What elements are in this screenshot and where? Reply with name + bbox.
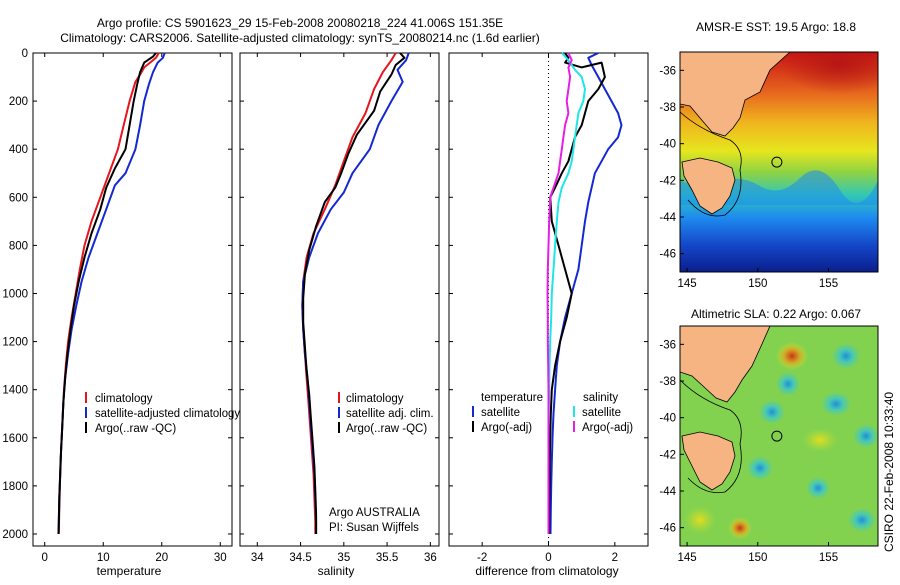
sla-map bbox=[680, 326, 878, 546]
sst-mainland bbox=[680, 52, 791, 137]
y-tick-label: 1200 bbox=[2, 337, 28, 349]
y-tick-label: 0 bbox=[22, 48, 28, 60]
x-tick-label: 34.5 bbox=[289, 552, 311, 564]
x-tick-label: 36 bbox=[424, 552, 437, 564]
timestamp-label: CSIRO 22-Feb-2008 10:33:40 bbox=[882, 392, 896, 552]
sla-anomaly bbox=[821, 392, 851, 416]
sst-warm-core bbox=[780, 52, 878, 94]
x-tick-label: 0 bbox=[545, 552, 551, 564]
legend-label-argo-sal: Argo(-adj) bbox=[582, 422, 633, 434]
map-y-tick-label: -40 bbox=[659, 139, 676, 151]
sst-map-title: AMSR-E SST: 19.5 Argo: 18.8 bbox=[696, 20, 856, 34]
salinity-axes bbox=[239, 52, 440, 547]
temperature-axes bbox=[32, 52, 233, 547]
map-y-tick-label: -46 bbox=[659, 249, 676, 261]
y-tick-label: 600 bbox=[9, 192, 28, 204]
sla-anomaly bbox=[728, 517, 752, 539]
sla-anomaly bbox=[832, 343, 860, 369]
legend-label-satellite-sal: satellite bbox=[582, 407, 621, 419]
legend-label-climatology: climatology bbox=[95, 393, 153, 405]
legend-label-argo-temp: Argo(-adj) bbox=[481, 422, 532, 434]
y-tick-label: 1000 bbox=[2, 288, 28, 300]
x-tick-label: 2 bbox=[612, 552, 618, 564]
map-x-tick-label: 150 bbox=[748, 278, 767, 290]
pi-label: PI: Susan Wijffels bbox=[329, 522, 419, 534]
difference-legend: temperature salinity satellite Argo(-adj… bbox=[472, 392, 633, 434]
map-y-tick-label: -44 bbox=[659, 212, 676, 224]
map-y-tick-label: -40 bbox=[659, 413, 676, 425]
y-tick-label: 200 bbox=[9, 96, 28, 108]
sst-isobath bbox=[680, 111, 742, 217]
sst-tasmania bbox=[681, 157, 736, 215]
map-y-tick-label: -42 bbox=[659, 449, 676, 461]
legend-label-argo: Argo(..raw -QC) bbox=[95, 423, 176, 435]
salinity-legend: climatology satellite adj. clim. Argo(..… bbox=[338, 392, 434, 435]
temperature-legend: climatology satellite-adjusted climatolo… bbox=[85, 392, 240, 435]
sla-anomaly bbox=[776, 342, 808, 370]
title-line-2: Climatology: CARS2006. Satellite-adjuste… bbox=[60, 31, 540, 45]
legend-label-satellite-temp: satellite bbox=[481, 407, 520, 419]
map-x-tick-label: 150 bbox=[748, 552, 767, 564]
sla-mainland bbox=[680, 326, 771, 403]
sla-anomaly bbox=[747, 456, 773, 480]
x-tick-label: 0 bbox=[42, 552, 48, 564]
sst-map bbox=[680, 52, 878, 272]
y-tick-label: 400 bbox=[9, 144, 28, 156]
y-tick-label: 2000 bbox=[2, 529, 28, 541]
sla-isobath bbox=[680, 379, 742, 494]
sla-argo-marker bbox=[771, 430, 783, 442]
x-tick-label: 30 bbox=[214, 552, 227, 564]
legend-title-salinity: salinity bbox=[583, 392, 618, 404]
x-tick-label: 10 bbox=[97, 552, 110, 564]
sla-anomaly bbox=[759, 400, 785, 424]
map-x-tick-label: 155 bbox=[819, 278, 838, 290]
series-line bbox=[546, 52, 573, 534]
series-line bbox=[302, 52, 406, 534]
map-y-tick-label: -46 bbox=[659, 523, 676, 535]
x-tick-label: 20 bbox=[155, 552, 168, 564]
legend-label-argo: Argo(..raw -QC) bbox=[346, 423, 427, 435]
difference-xlabel: difference from climatology bbox=[475, 564, 618, 578]
salinity-xlabel: salinity bbox=[318, 564, 355, 578]
y-tick-label: 1800 bbox=[2, 481, 28, 493]
map-x-tick-label: 145 bbox=[677, 552, 696, 564]
argo-program-label: Argo AUSTRALIA bbox=[329, 507, 420, 519]
sla-anomaly bbox=[848, 508, 876, 532]
sla-anomaly bbox=[853, 424, 878, 448]
map-y-tick-label: -36 bbox=[659, 339, 676, 351]
x-tick-label: -2 bbox=[477, 552, 487, 564]
sla-tasmania bbox=[681, 431, 736, 491]
map-y-tick-label: -36 bbox=[659, 65, 676, 77]
legend-label-satellite: satellite adj. clim. bbox=[346, 408, 434, 420]
y-tick-label: 1600 bbox=[2, 433, 28, 445]
sla-anomaly bbox=[776, 372, 800, 396]
sla-map-frame bbox=[679, 325, 879, 547]
map-x-tick-label: 145 bbox=[677, 278, 696, 290]
map-y-tick-label: -38 bbox=[659, 376, 676, 388]
sla-anomaly bbox=[802, 428, 838, 452]
sst-argo-marker bbox=[771, 156, 783, 168]
y-tick-label: 800 bbox=[9, 240, 28, 252]
map-y-tick-label: -42 bbox=[659, 175, 676, 187]
temperature-xlabel: temperature bbox=[97, 564, 162, 578]
sla-anomaly bbox=[684, 506, 716, 534]
x-tick-label: 34 bbox=[251, 552, 264, 564]
x-tick-label: 35 bbox=[337, 552, 350, 564]
series-line bbox=[57, 52, 157, 535]
map-y-tick-label: -38 bbox=[659, 102, 676, 114]
sst-map-frame bbox=[679, 51, 879, 273]
map-x-tick-label: 155 bbox=[819, 552, 838, 564]
title-line-1: Argo profile: CS 5901623_29 15-Feb-2008 … bbox=[97, 16, 503, 30]
legend-label-satellite: satellite-adjusted climatology bbox=[95, 408, 240, 420]
sla-map-title: Altimetric SLA: 0.22 Argo: 0.067 bbox=[691, 307, 861, 321]
legend-label-climatology: climatology bbox=[346, 393, 404, 405]
y-tick-label: 1400 bbox=[2, 385, 28, 397]
x-tick-label: 35.5 bbox=[376, 552, 398, 564]
map-y-tick-label: -44 bbox=[659, 486, 676, 498]
series-line bbox=[549, 52, 623, 535]
sla-anomaly bbox=[806, 477, 830, 499]
legend-title-temperature: temperature bbox=[481, 392, 543, 404]
